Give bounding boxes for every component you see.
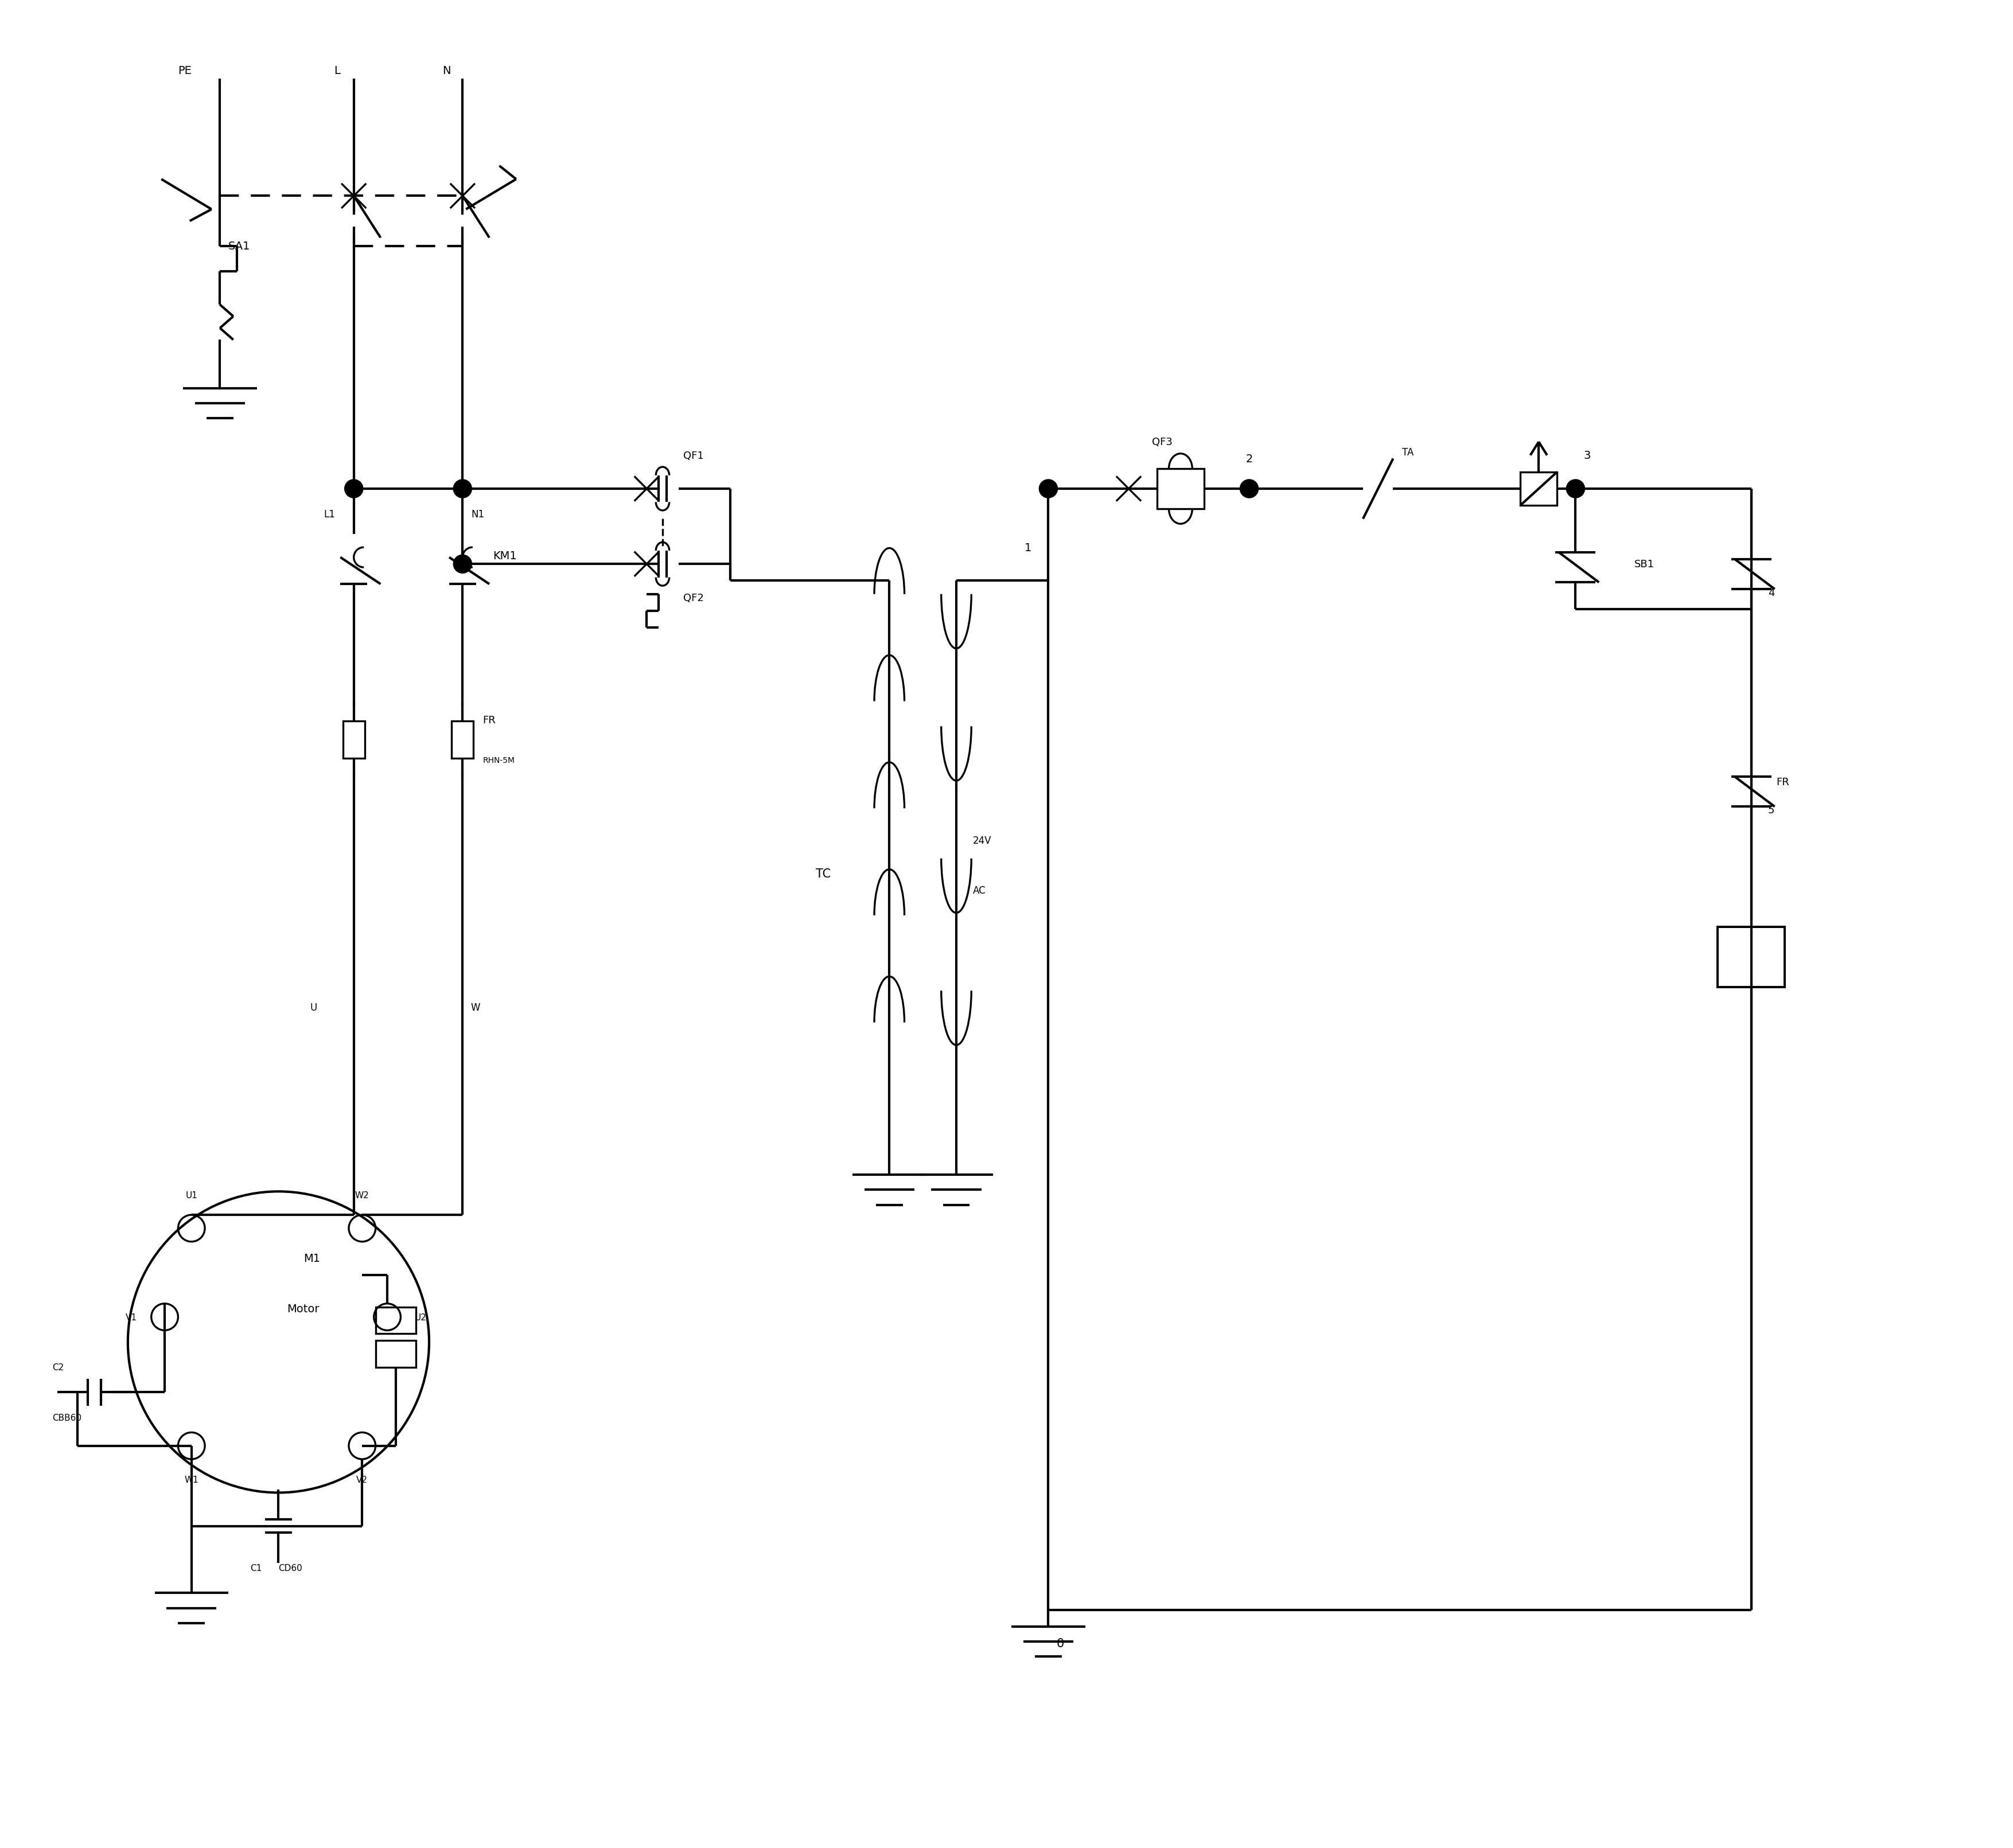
Text: TC: TC [815,869,831,880]
Text: FR: FR [483,715,495,724]
Bar [1717,928,1786,987]
Text: U2: U2 [415,1312,427,1321]
Text: N: N [443,65,451,76]
Text: SA1: SA1 [227,240,250,251]
Text: QF2: QF2 [684,593,705,602]
Text: Motor: Motor [286,1303,320,1314]
Bar [451,721,473,758]
Text: C1: C1 [250,1563,262,1573]
Bar [1157,469,1204,510]
Text: PE: PE [177,65,191,76]
Text: L: L [334,65,340,76]
Text: U1: U1 [185,1190,197,1199]
Text: W2: W2 [354,1190,368,1199]
Text: KM1: KM1 [493,551,517,562]
Circle shape [1566,480,1584,499]
Circle shape [1240,480,1258,499]
Text: W: W [471,1002,481,1013]
Text: M1: M1 [304,1253,320,1264]
Circle shape [453,554,471,573]
Text: V2: V2 [356,1475,368,1484]
Circle shape [453,480,471,499]
Text: FR: FR [1775,776,1790,787]
Bar [376,1307,417,1334]
Text: U: U [310,1002,316,1013]
Text: SB1: SB1 [1635,560,1655,569]
Bar [376,1340,417,1368]
Text: AC: AC [972,885,986,896]
Text: RHN-5M: RHN-5M [483,756,515,763]
Text: N1: N1 [471,508,485,519]
Text: C2: C2 [52,1364,64,1371]
Text: 5: 5 [1767,806,1775,815]
Text: 1: 1 [1025,541,1033,553]
Circle shape [1039,480,1057,499]
Text: L1: L1 [324,508,334,519]
Text: CD60: CD60 [278,1563,302,1573]
Text: QF3: QF3 [1151,438,1174,447]
Text: 4: 4 [1767,588,1775,599]
Text: 2: 2 [1246,453,1252,464]
Text: TA: TA [1403,447,1413,458]
Bar [342,721,364,758]
Text: W1: W1 [185,1475,199,1484]
Bar [1520,473,1558,506]
Circle shape [344,480,362,499]
Text: 3: 3 [1584,451,1590,460]
Text: 24V: 24V [972,835,992,846]
Text: QF1: QF1 [684,451,705,460]
Text: V1: V1 [125,1312,137,1321]
Text: CBB60: CBB60 [52,1414,83,1421]
Text: 0: 0 [1057,1637,1065,1648]
